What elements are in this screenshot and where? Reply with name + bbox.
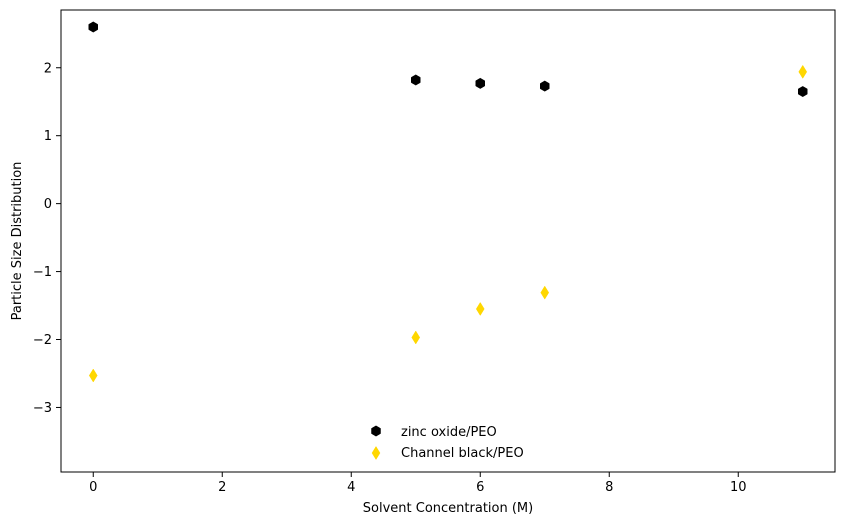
channel-black-point xyxy=(411,330,421,345)
legend-label-zinc-oxide: zinc oxide/PEO xyxy=(401,425,497,440)
y-tick-label: 1 xyxy=(44,129,52,144)
y-tick-label: −1 xyxy=(33,265,52,280)
y-axis-label: Particle Size Distribution xyxy=(10,162,25,321)
channel-black-point xyxy=(798,64,808,79)
data-points xyxy=(88,21,808,383)
legend: zinc oxide/PEO Channel black/PEO xyxy=(371,425,524,461)
x-tick-label: 10 xyxy=(730,480,747,495)
y-tick-label: −3 xyxy=(33,401,52,416)
legend-marker-zinc-oxide xyxy=(371,425,381,437)
legend-marker-channel-black xyxy=(371,446,381,460)
y-tick-label: −2 xyxy=(33,333,52,348)
channel-black-point xyxy=(475,301,485,316)
y-tick-label: 0 xyxy=(44,197,52,212)
zinc-oxide-point xyxy=(798,86,808,98)
legend-swatch-zinc-oxide xyxy=(371,425,381,437)
x-tick-label: 0 xyxy=(89,480,97,495)
legend-label-channel-black: Channel black/PEO xyxy=(401,446,524,461)
x-axis-label: Solvent Concentration (M) xyxy=(363,501,533,516)
x-tick-label: 2 xyxy=(218,480,226,495)
plot-area xyxy=(60,9,836,473)
x-tick-label: 8 xyxy=(605,480,613,495)
x-tick-label: 6 xyxy=(476,480,484,495)
x-axis: 0 2 4 6 8 10 xyxy=(89,472,747,495)
zinc-oxide-point xyxy=(540,80,550,92)
zinc-oxide-point xyxy=(88,21,98,33)
legend-swatch-channel-black xyxy=(371,446,381,460)
y-axis: −3 −2 −1 0 1 2 xyxy=(33,61,61,416)
channel-black-point xyxy=(88,368,98,383)
zinc-oxide-point xyxy=(411,74,421,86)
channel-black-point xyxy=(540,285,550,300)
x-tick-label: 4 xyxy=(347,480,355,495)
y-tick-label: 2 xyxy=(44,61,52,76)
zinc-oxide-point xyxy=(475,77,485,89)
